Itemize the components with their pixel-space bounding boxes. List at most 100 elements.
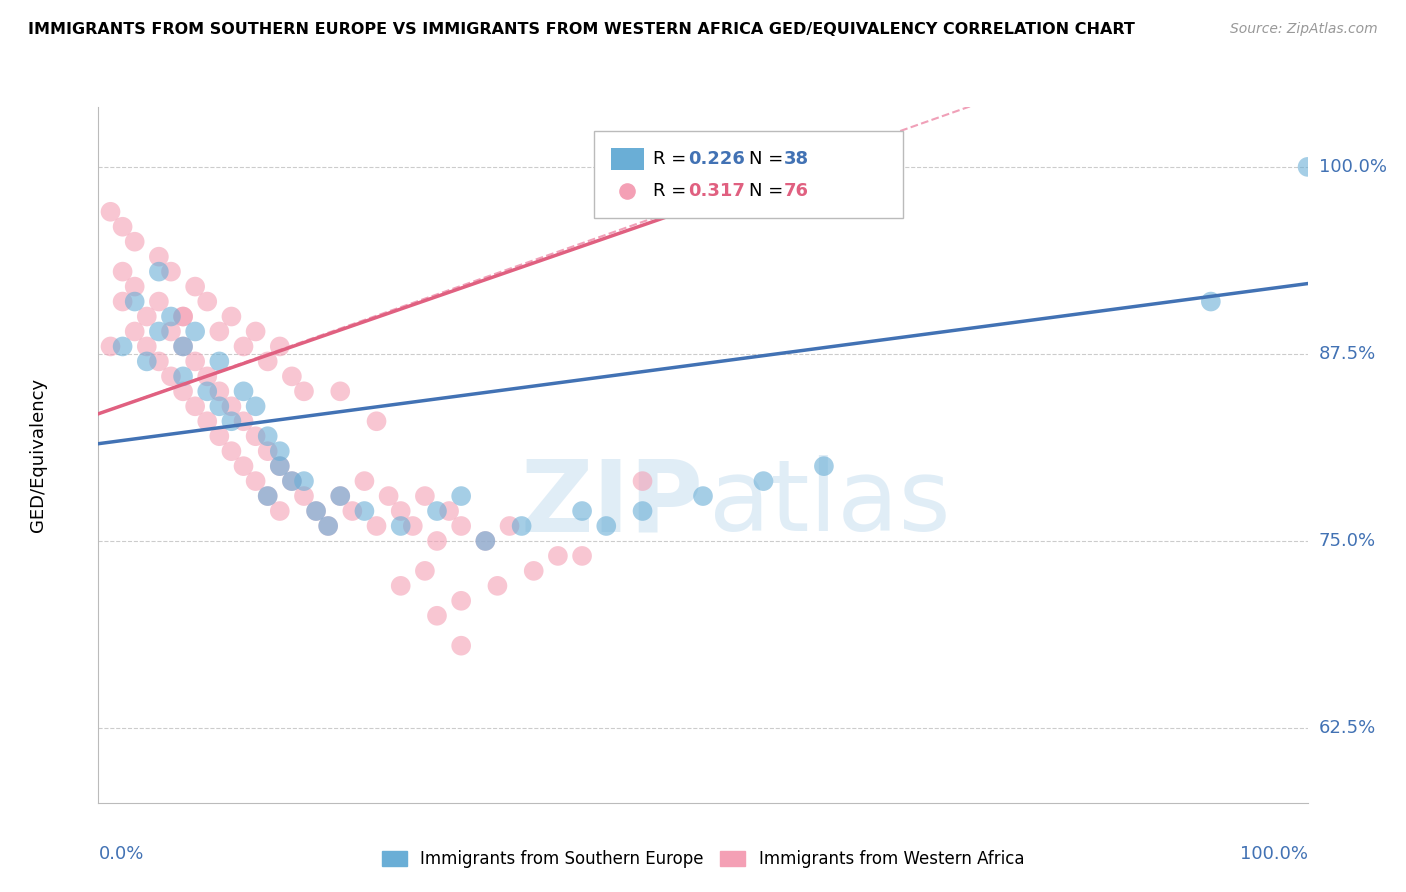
Point xyxy=(232,339,254,353)
Point xyxy=(547,549,569,563)
Point xyxy=(221,414,243,428)
Point xyxy=(195,414,218,428)
Point xyxy=(148,354,170,368)
Point xyxy=(269,459,291,474)
Point xyxy=(172,384,194,399)
Point xyxy=(195,294,218,309)
Point xyxy=(256,429,278,443)
Point xyxy=(184,279,207,293)
Point xyxy=(1296,160,1319,174)
Point xyxy=(426,533,449,548)
Point xyxy=(195,369,218,384)
Point xyxy=(305,504,328,518)
Text: R =: R = xyxy=(654,150,692,169)
Point xyxy=(245,399,267,413)
Text: 75.0%: 75.0% xyxy=(1319,532,1376,550)
Point xyxy=(389,504,412,518)
Point xyxy=(269,504,291,518)
Point xyxy=(571,549,593,563)
Point xyxy=(377,489,399,503)
Point xyxy=(631,474,654,488)
Text: 0.0%: 0.0% xyxy=(98,845,143,863)
Point xyxy=(437,504,460,518)
Text: atlas: atlas xyxy=(709,455,950,552)
Point xyxy=(474,533,496,548)
Text: Source: ZipAtlas.com: Source: ZipAtlas.com xyxy=(1230,22,1378,37)
Point xyxy=(292,474,315,488)
Text: GED/Equivalency: GED/Equivalency xyxy=(30,378,46,532)
Point xyxy=(256,444,278,458)
Point xyxy=(595,519,617,533)
Point xyxy=(389,579,412,593)
Point xyxy=(450,519,472,533)
Point xyxy=(329,489,352,503)
Point xyxy=(450,489,472,503)
Point xyxy=(329,489,352,503)
Text: 62.5%: 62.5% xyxy=(1319,719,1376,737)
Point xyxy=(172,310,194,324)
Point xyxy=(195,384,218,399)
Text: 76: 76 xyxy=(785,182,808,200)
Point xyxy=(124,235,146,249)
Point xyxy=(124,279,146,293)
Point xyxy=(148,250,170,264)
Point xyxy=(232,384,254,399)
Point xyxy=(148,294,170,309)
Point xyxy=(426,608,449,623)
Point xyxy=(1199,294,1222,309)
Point xyxy=(172,369,194,384)
Point xyxy=(160,369,183,384)
Point xyxy=(232,459,254,474)
Text: 100.0%: 100.0% xyxy=(1240,845,1308,863)
Point xyxy=(353,504,375,518)
Point xyxy=(100,339,122,353)
Point xyxy=(316,519,339,533)
Point xyxy=(208,384,231,399)
Point xyxy=(184,399,207,413)
Point xyxy=(450,639,472,653)
FancyBboxPatch shape xyxy=(612,148,644,170)
Point xyxy=(269,339,291,353)
Point xyxy=(148,325,170,339)
Point xyxy=(631,504,654,518)
Point xyxy=(413,564,436,578)
Point xyxy=(450,594,472,608)
Point xyxy=(135,310,157,324)
Point xyxy=(269,459,291,474)
Point xyxy=(208,429,231,443)
Point xyxy=(135,354,157,368)
Point xyxy=(329,384,352,399)
Point xyxy=(413,489,436,503)
Point xyxy=(498,519,520,533)
Point xyxy=(124,294,146,309)
Point xyxy=(184,354,207,368)
Point xyxy=(172,339,194,353)
Point xyxy=(692,489,714,503)
Point xyxy=(172,339,194,353)
Point xyxy=(160,265,183,279)
Point xyxy=(111,219,134,234)
Point xyxy=(124,325,146,339)
Text: 100.0%: 100.0% xyxy=(1319,158,1386,176)
Point xyxy=(148,265,170,279)
Point xyxy=(208,325,231,339)
Text: N =: N = xyxy=(749,150,789,169)
Point xyxy=(184,325,207,339)
Point xyxy=(366,414,388,428)
Point xyxy=(510,519,533,533)
Point xyxy=(292,489,315,503)
Point xyxy=(245,474,267,488)
Point xyxy=(160,310,183,324)
Legend: Immigrants from Southern Europe, Immigrants from Western Africa: Immigrants from Southern Europe, Immigra… xyxy=(375,844,1031,875)
Point xyxy=(111,265,134,279)
Point xyxy=(305,504,328,518)
FancyBboxPatch shape xyxy=(595,131,903,219)
Text: ZIP: ZIP xyxy=(520,455,703,552)
Point xyxy=(353,474,375,488)
Point xyxy=(221,444,243,458)
Point xyxy=(256,489,278,503)
Point xyxy=(245,325,267,339)
Point xyxy=(342,504,364,518)
Point xyxy=(292,384,315,399)
Point xyxy=(389,519,412,533)
